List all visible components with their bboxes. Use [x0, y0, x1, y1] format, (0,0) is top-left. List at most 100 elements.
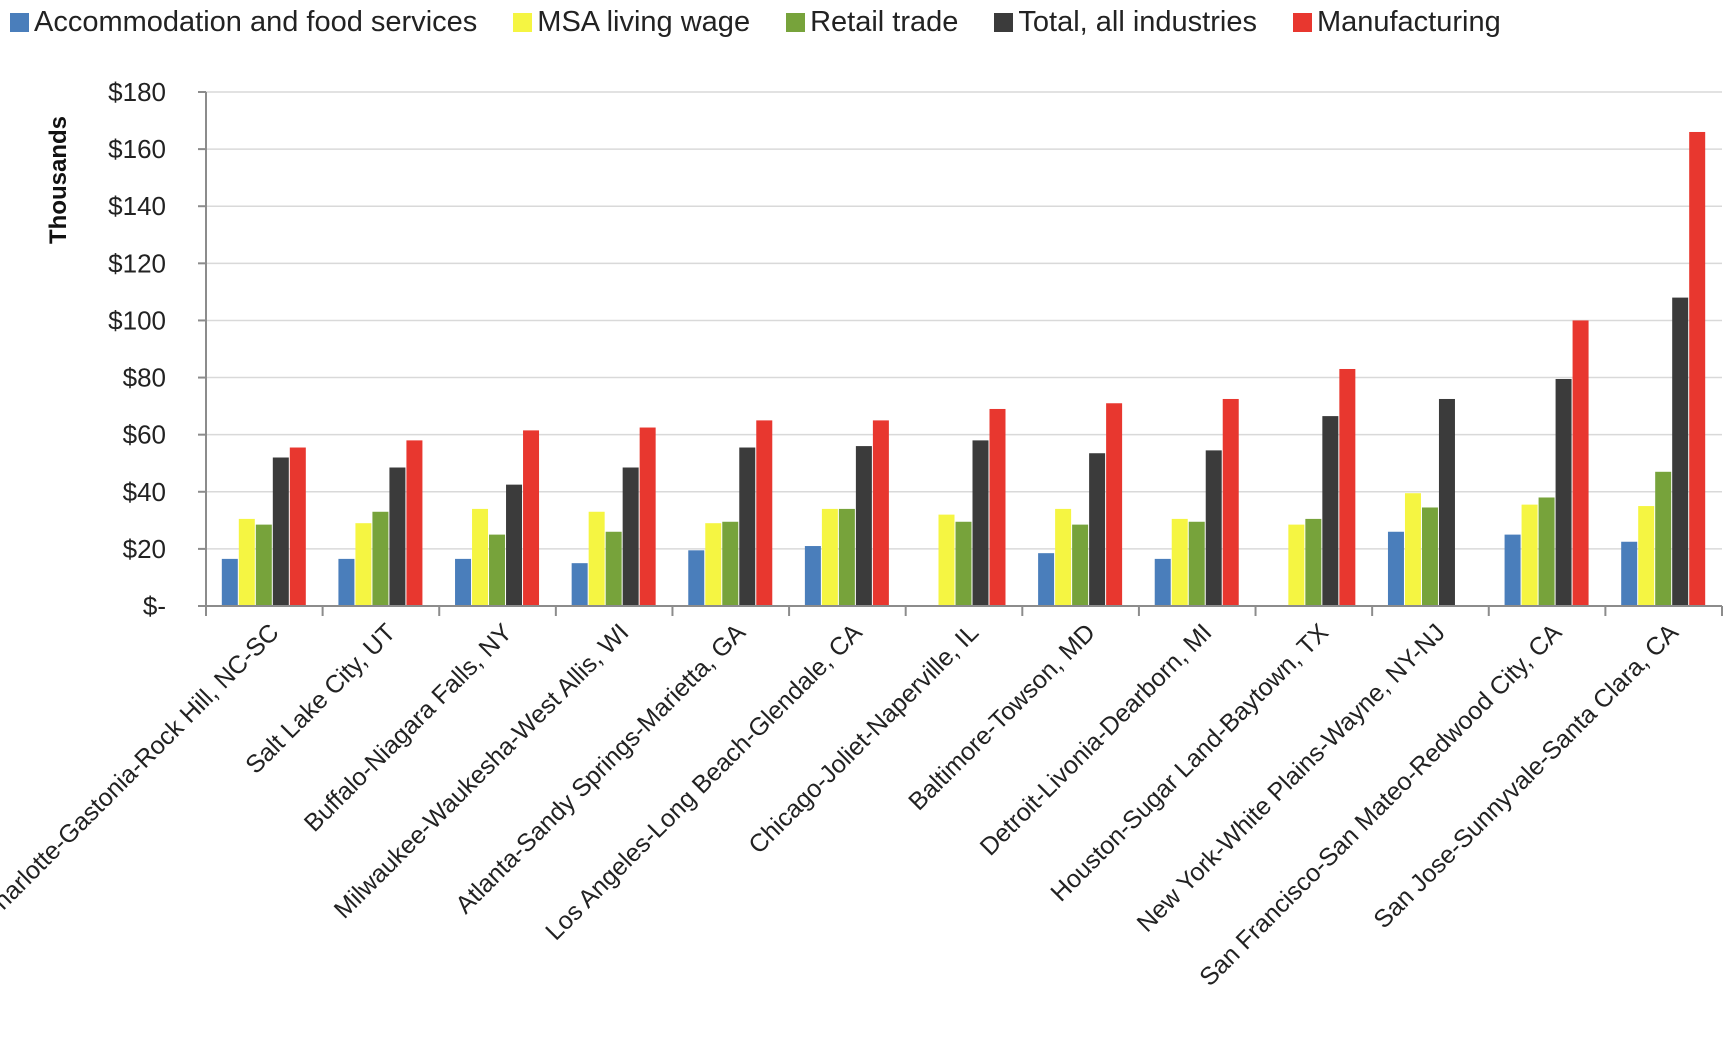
- y-tick-label: $60: [123, 420, 166, 450]
- x-category-label: Buffalo-Niagara Falls, NY: [299, 618, 518, 837]
- bar: [955, 521, 972, 606]
- bar: [588, 511, 605, 606]
- bar: [1621, 541, 1638, 606]
- legend-label: MSA living wage: [537, 5, 751, 38]
- y-tick-label: $100: [108, 305, 166, 335]
- chart-legend: Accommodation and food services MSA livin…: [10, 4, 1537, 40]
- bar: [1055, 508, 1072, 606]
- bar: [1638, 506, 1655, 606]
- x-category-label: Charlotte-Gastonia-Rock Hill, NC-SC: [0, 618, 285, 928]
- bar: [722, 521, 739, 606]
- bar: [838, 508, 855, 606]
- bar: [1089, 453, 1106, 606]
- x-category-label: Detroit-Livonia-Dearborn, MI: [975, 618, 1218, 861]
- legend-item: Retail trade: [786, 6, 958, 39]
- x-category-label: Baltimore-Towson, MD: [903, 618, 1101, 816]
- gridlines: [206, 91, 1722, 550]
- y-tick-label: $40: [123, 477, 166, 507]
- bar: [1106, 403, 1123, 606]
- legend-label: Retail trade: [810, 5, 959, 38]
- bar: [389, 467, 406, 606]
- bar: [855, 446, 872, 606]
- bar: [1689, 131, 1706, 606]
- bar: [756, 420, 773, 606]
- legend-label: Total, all industries: [1018, 5, 1257, 38]
- bars: [221, 131, 1706, 606]
- legend-swatch: [513, 12, 533, 32]
- y-axis-title: Thousands: [45, 116, 72, 244]
- bar: [238, 518, 255, 606]
- bar: [372, 511, 389, 606]
- bar: [1322, 416, 1339, 606]
- bar: [255, 524, 272, 606]
- legend-swatch: [786, 12, 806, 32]
- bar: [1538, 497, 1555, 606]
- bar: [523, 430, 540, 606]
- bar: [406, 440, 423, 606]
- bar: [472, 508, 489, 606]
- y-tick-label: $20: [123, 534, 166, 564]
- bar: [1222, 398, 1239, 606]
- bar: [1555, 378, 1572, 606]
- bar: [972, 440, 989, 606]
- bar: [989, 408, 1006, 606]
- bar: [605, 531, 622, 606]
- bar: [705, 523, 722, 606]
- bar: [1672, 297, 1689, 606]
- bar: [1387, 531, 1404, 606]
- bar: [1205, 450, 1222, 606]
- bar: [1404, 493, 1421, 606]
- bar: [1438, 398, 1455, 606]
- bar: [1572, 320, 1589, 606]
- legend-item: MSA living wage: [513, 6, 750, 39]
- bar: [1171, 518, 1188, 606]
- bar: [571, 563, 588, 606]
- bar: [872, 420, 889, 606]
- bar: [1421, 507, 1438, 606]
- bar: [938, 514, 955, 606]
- bar: [821, 508, 838, 606]
- bar: [639, 427, 656, 606]
- bar: [355, 523, 372, 606]
- bar: [506, 484, 523, 606]
- bar: [1504, 534, 1521, 606]
- legend-item: Manufacturing: [1292, 5, 1501, 39]
- y-tick-label: $180: [108, 77, 166, 107]
- bar: [289, 447, 306, 606]
- bar: [489, 534, 506, 606]
- bar: [739, 447, 756, 606]
- bar: [221, 558, 238, 606]
- legend-item: Total, all industries: [994, 6, 1257, 39]
- bar: [1655, 471, 1672, 606]
- bar: [455, 558, 472, 606]
- y-tick-label: $160: [108, 134, 166, 164]
- x-category-labels: Charlotte-Gastonia-Rock Hill, NC-SCSalt …: [0, 618, 1684, 991]
- bar: [622, 467, 639, 606]
- legend-swatch: [10, 12, 29, 32]
- bar: [688, 550, 705, 606]
- y-tick-label: $-: [143, 591, 166, 621]
- x-category-label: Chicago-Joliet-Naperville, IL: [743, 618, 984, 859]
- bar: [338, 558, 355, 606]
- bar: [1038, 553, 1055, 606]
- y-tick-label: $120: [108, 248, 166, 278]
- bar: [1154, 558, 1171, 606]
- bar: [804, 546, 821, 606]
- legend-swatch: [994, 12, 1014, 32]
- bar: [272, 457, 289, 606]
- legend-label: Manufacturing: [1316, 5, 1501, 38]
- legend-item: Accommodation and food services: [10, 6, 477, 39]
- bar: [1288, 524, 1305, 606]
- y-tick-label: $80: [123, 363, 166, 393]
- axes: [198, 91, 1723, 616]
- legend-swatch: [1292, 12, 1312, 32]
- bar: [1188, 521, 1205, 606]
- y-tick-labels: $- $20 $40 $60 $80 $100 $120 $140 $160 $180: [108, 77, 166, 621]
- y-tick-label: $140: [108, 191, 166, 221]
- bar: [1521, 504, 1538, 606]
- bar: [1305, 518, 1322, 606]
- legend-label: Accommodation and food services: [34, 5, 478, 38]
- bar: [1072, 524, 1089, 606]
- bar: [1339, 368, 1356, 606]
